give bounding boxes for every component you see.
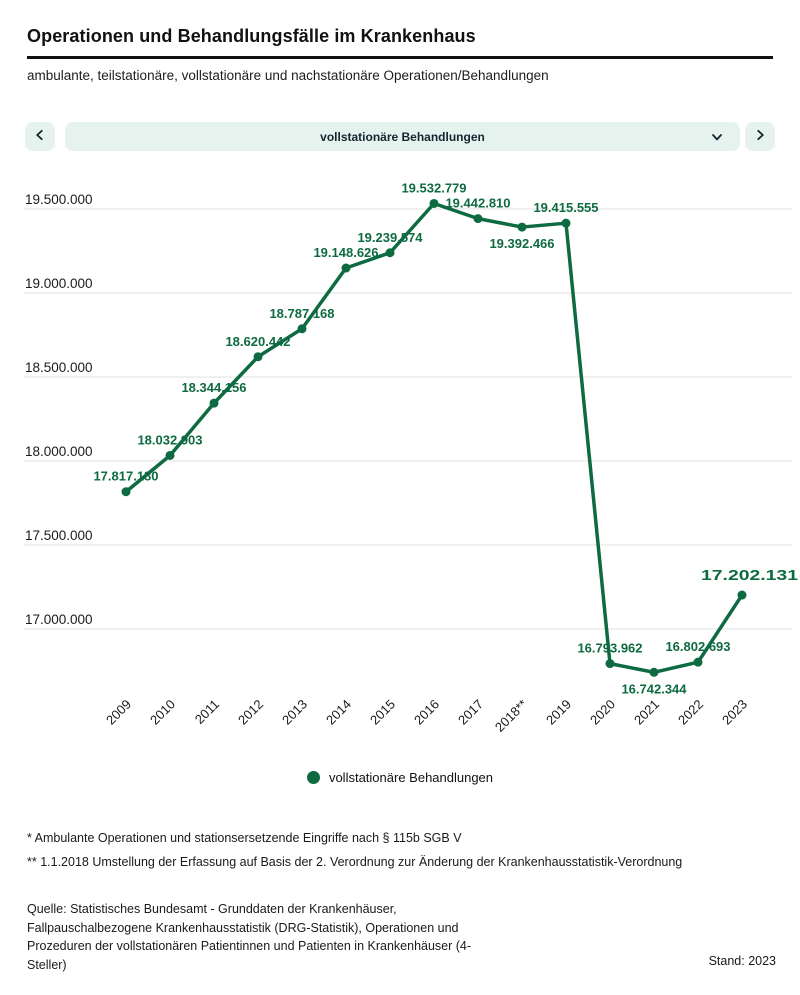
x-axis-tick-label: 2012	[235, 697, 266, 728]
title-divider	[27, 56, 773, 59]
footnote-1: * Ambulante Operationen und stationserse…	[27, 831, 462, 845]
y-axis-tick-label: 17.500.000	[25, 528, 93, 543]
x-axis-tick-label: 2016	[411, 697, 442, 728]
data-point-label: 16.742.344	[621, 681, 687, 696]
data-point-label: 18.620.442	[225, 334, 290, 349]
data-point[interactable]	[429, 198, 439, 208]
data-point-label: 17.202.131	[701, 567, 798, 584]
data-point-label: 19.532.779	[401, 180, 466, 195]
data-point-label: 19.148.626	[313, 245, 378, 260]
x-axis-tick-label: 2011	[192, 697, 222, 727]
data-point-label: 18.032.903	[137, 432, 202, 447]
data-point-label: 19.442.810	[445, 196, 510, 211]
series-line	[124, 201, 744, 675]
x-axis-tick-label: 2014	[323, 697, 354, 728]
data-point-label: 16.793.962	[577, 641, 642, 656]
source-line: Fallpauschalbezogene Krankenhausstatisti…	[27, 920, 459, 935]
page-subtitle: ambulante, teilstationäre, vollstationär…	[27, 68, 549, 83]
footnote-2: ** 1.1.2018 Umstellung der Erfassung auf…	[27, 855, 683, 869]
data-point-label: 17.817.180	[93, 469, 158, 484]
y-axis-tick-label: 18.000.000	[25, 444, 93, 459]
chevron-left-icon	[33, 128, 47, 145]
next-series-button[interactable]	[745, 122, 775, 151]
x-axis-tick-label: 2015	[367, 697, 398, 728]
y-axis-tick-label: 19.000.000	[25, 276, 93, 291]
x-axis-tick-label: 2009	[103, 697, 134, 728]
x-axis-tick-label: 2010	[147, 697, 178, 728]
legend-dot-icon	[306, 770, 320, 784]
y-axis-tick-label: 18.500.000	[25, 360, 93, 375]
data-point[interactable]	[209, 398, 219, 408]
data-point[interactable]	[165, 450, 175, 460]
data-point-label: 18.344.156	[181, 380, 246, 395]
data-point[interactable]	[649, 667, 659, 677]
x-axis-tick-label: 2022	[675, 697, 706, 728]
chevron-down-icon	[710, 130, 724, 149]
y-axis-tick-label: 17.000.000	[25, 612, 93, 627]
data-point[interactable]	[341, 263, 351, 273]
data-point-label: 16.802.693	[665, 639, 730, 654]
stand-label: Stand: 2023	[708, 954, 776, 968]
source-text: Quelle: Statistisches Bundesamt - Grundd…	[27, 900, 542, 974]
y-axis-tick-label: 19.500.000	[25, 192, 93, 207]
data-point-label: 19.392.466	[489, 236, 554, 251]
x-axis-tick-label: 2021	[631, 697, 662, 728]
data-point[interactable]	[253, 352, 263, 362]
x-axis-tick-label: 2018**	[492, 697, 530, 735]
data-point-label: 19.415.555	[533, 200, 598, 215]
data-point[interactable]	[385, 248, 395, 258]
data-point-label: 19.239.574	[357, 230, 423, 245]
data-point[interactable]	[737, 590, 747, 600]
x-axis-tick-label: 2023	[719, 697, 750, 728]
data-point[interactable]	[517, 222, 527, 232]
legend-label: vollstationäre Behandlungen	[328, 769, 494, 785]
data-point[interactable]	[473, 214, 483, 224]
data-point-label: 18.787.168	[269, 306, 334, 321]
data-point[interactable]	[605, 659, 615, 669]
footnotes: * Ambulante Operationen und stationserse…	[27, 826, 773, 874]
series-dropdown-value: vollstationäre Behandlungen	[320, 129, 485, 144]
line-chart: 19.500.000 19.000.000 18.500.000 18.000.000…	[24, 180, 798, 735]
x-axis-tick-label: 2019	[543, 697, 574, 728]
x-axis-tick-label: 2013	[279, 697, 310, 728]
prev-series-button[interactable]	[25, 122, 55, 151]
source-line: Steller)	[27, 957, 67, 972]
data-point[interactable]	[121, 487, 131, 497]
chart-legend: vollstationäre Behandlungen	[0, 767, 800, 787]
data-point[interactable]	[297, 324, 307, 334]
chevron-right-icon	[753, 128, 767, 145]
x-axis-tick-label: 2017	[455, 697, 486, 728]
data-point[interactable]	[693, 657, 703, 667]
page-title: Operationen und Behandlungsfälle im Kran…	[27, 26, 476, 46]
x-axis-tick-label: 2020	[587, 697, 618, 728]
series-dropdown[interactable]: vollstationäre Behandlungen	[65, 122, 740, 151]
data-point[interactable]	[561, 218, 571, 228]
source-line: Prozeduren der vollstationären Patientin…	[27, 939, 472, 953]
source-line: Quelle: Statistisches Bundesamt - Grundd…	[27, 902, 397, 916]
